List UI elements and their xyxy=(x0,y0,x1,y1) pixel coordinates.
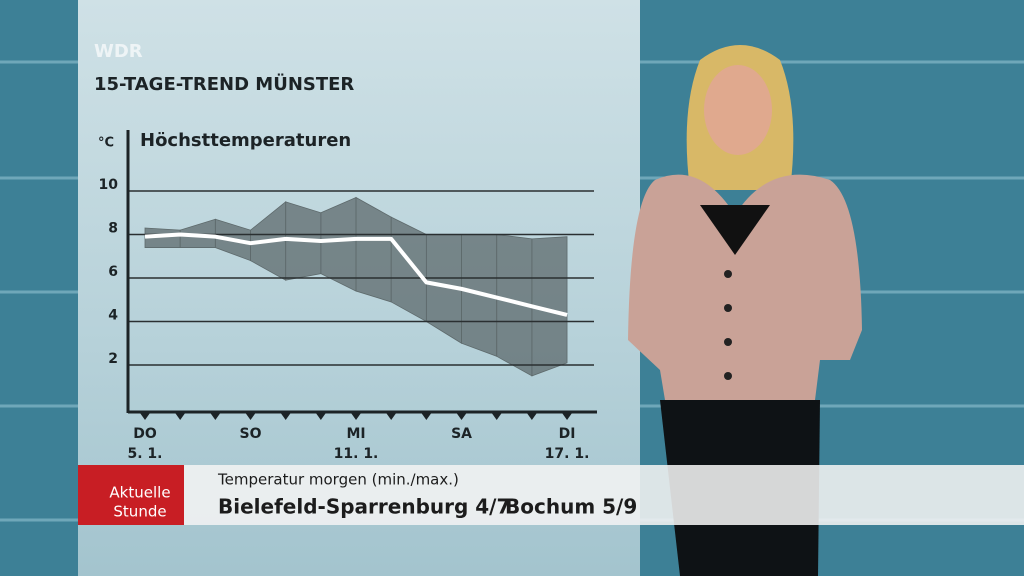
badge-text: Stunde xyxy=(113,503,166,521)
y-tick-label: 8 xyxy=(108,221,118,237)
x-tick xyxy=(245,413,256,420)
y-tick-label: 10 xyxy=(99,177,119,193)
line xyxy=(144,232,568,317)
plot: 2 4 6 8 10 DO 5. 1. SO MI 11. 1. SA DI 17. 1. xyxy=(99,130,597,462)
x-tick-date: 11. 1. xyxy=(334,446,379,462)
x-tick-label: DO xyxy=(133,426,157,442)
x-tick xyxy=(280,413,291,420)
y-tick-label: 4 xyxy=(108,308,118,324)
logo: WDR xyxy=(94,41,143,62)
y-axis-label: °C xyxy=(98,136,114,151)
x-tick-label: DI xyxy=(559,426,576,442)
y-tick-label: 2 xyxy=(108,351,118,367)
x-tick xyxy=(491,413,502,420)
range-band xyxy=(531,236,568,377)
x-tick xyxy=(210,413,221,420)
x-tick xyxy=(315,413,326,420)
chart-subtitle: Höchsttemperaturen xyxy=(140,130,351,151)
x-tick xyxy=(421,413,432,420)
x-tick-label: SO xyxy=(240,426,262,442)
ticker-item: Bielefeld-Sparrenburg 4/7 xyxy=(218,495,510,519)
x-tick-label: MI xyxy=(346,426,365,442)
badge-text: Aktuelle xyxy=(109,484,170,502)
x-tick xyxy=(351,413,362,420)
x-tick xyxy=(175,413,186,420)
x-tick xyxy=(386,413,397,420)
ticker-bar xyxy=(78,465,1024,525)
y-tick-label: 6 xyxy=(108,264,118,280)
x-tick-date: 17. 1. xyxy=(545,446,590,462)
x-tick xyxy=(140,413,150,420)
ticker-caption: Temperatur morgen (min./max.) xyxy=(217,471,459,489)
ticker-badge xyxy=(78,465,184,525)
x-tick xyxy=(562,413,573,420)
ticker-item: Bochum 5/9 xyxy=(505,495,637,519)
x-tick-date: 5. 1. xyxy=(128,446,163,462)
x-tick xyxy=(456,413,467,420)
x-tick xyxy=(526,413,537,420)
chart-title: 15-TAGE-TREND MÜNSTER xyxy=(94,73,354,95)
x-tick-label: SA xyxy=(451,426,472,442)
